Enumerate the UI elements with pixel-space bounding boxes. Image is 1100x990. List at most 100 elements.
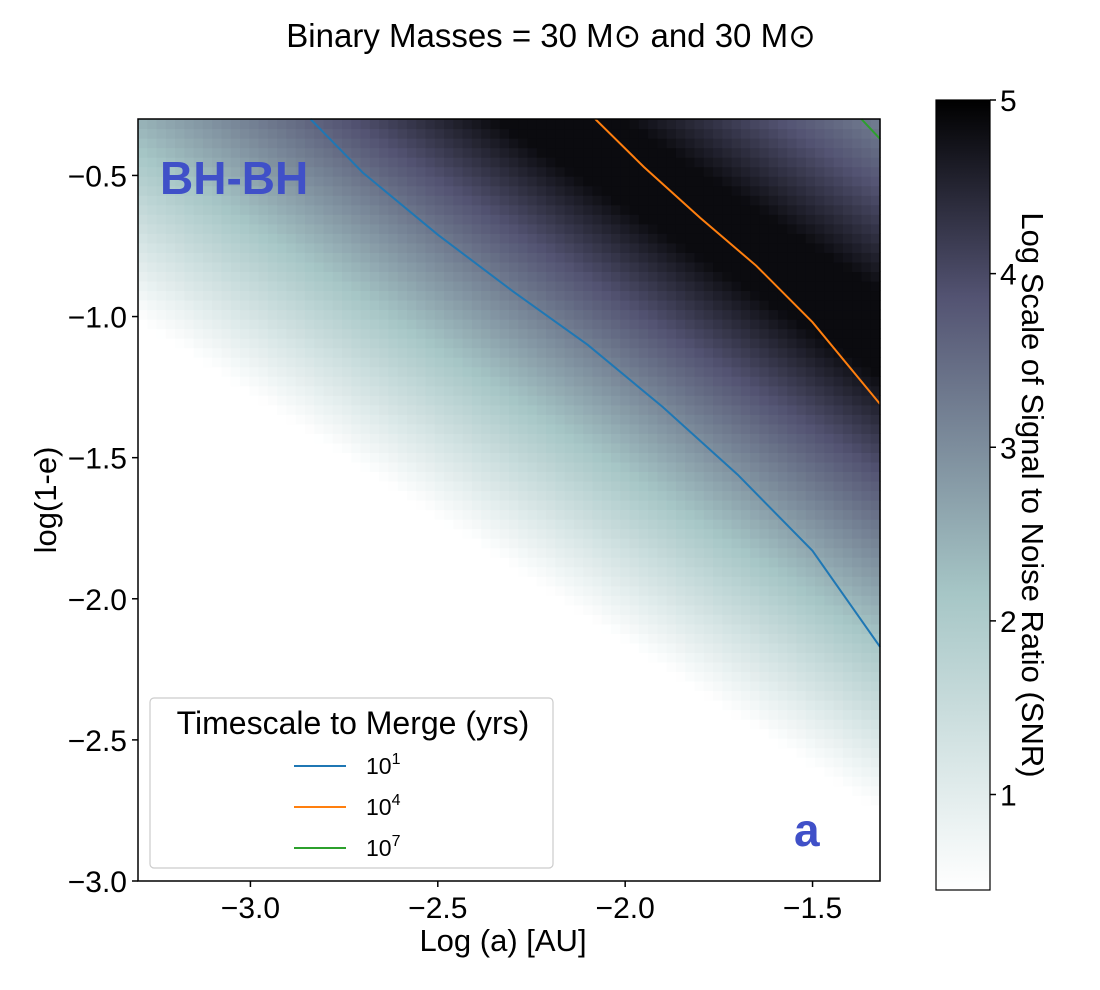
heatmap-cell [193, 671, 204, 682]
heatmap-cell [694, 642, 705, 653]
heatmap-cell [304, 614, 315, 625]
heatmap-cell [453, 680, 464, 692]
heatmap-cell [323, 176, 334, 187]
heatmap-cell [629, 185, 640, 196]
heatmap-cell [499, 233, 510, 244]
heatmap-cell [657, 414, 668, 425]
heatmap-cell [685, 128, 696, 139]
heatmap-cell [703, 747, 714, 758]
heatmap-cell [638, 814, 649, 825]
heatmap-cell [193, 595, 204, 606]
heatmap-cell [425, 204, 436, 215]
heatmap-cell [369, 642, 380, 653]
heatmap-cell [629, 195, 640, 206]
heatmap-cell [611, 642, 621, 653]
heatmap-cell [481, 385, 492, 396]
heatmap-cell [638, 299, 649, 311]
heatmap-cell [685, 347, 696, 358]
heatmap-cell [685, 642, 696, 653]
heatmap-cell [518, 480, 529, 492]
heatmap-cell [592, 500, 603, 511]
heatmap-cell [666, 214, 677, 225]
heatmap-cell [620, 547, 631, 558]
heatmap-cell [314, 338, 325, 349]
heatmap-cell [620, 309, 631, 320]
heatmap-cell [304, 471, 315, 482]
heatmap-cell [638, 700, 649, 711]
heatmap-cell [601, 776, 612, 787]
heatmap-cell [666, 461, 677, 473]
heatmap-cell [323, 233, 334, 244]
heatmap-cell [675, 833, 686, 844]
heatmap-cell [471, 528, 482, 539]
heatmap-cell [175, 461, 185, 473]
heatmap-cell [342, 299, 352, 311]
heatmap-cell [601, 804, 612, 815]
heatmap-cell [230, 404, 241, 415]
heatmap-cell [147, 566, 158, 577]
heatmap-cell [388, 595, 399, 606]
heatmap-cell [694, 585, 705, 596]
heatmap-cell [666, 595, 677, 606]
heatmap-cell [490, 433, 501, 444]
heatmap-cell [240, 271, 250, 282]
heatmap-cell [546, 185, 556, 196]
heatmap-cell [147, 557, 158, 568]
heatmap-cell [657, 728, 668, 739]
heatmap-cell [295, 652, 306, 663]
heatmap-cell [434, 128, 445, 139]
heatmap-cell [536, 595, 547, 606]
heatmap-cell [592, 147, 603, 158]
heatmap-cell [240, 490, 250, 501]
heatmap-cell [536, 480, 547, 492]
heatmap-cell [138, 271, 148, 282]
heatmap-cell [666, 690, 677, 701]
heatmap-cell [666, 861, 677, 873]
heatmap-cell [212, 366, 223, 377]
heatmap-cell [277, 271, 287, 282]
heatmap-cell [620, 319, 631, 330]
heatmap-cell [258, 385, 269, 396]
heatmap-cell [314, 490, 325, 501]
heatmap-cell [304, 328, 315, 339]
heatmap-cell [360, 290, 371, 301]
heatmap-cell [388, 500, 399, 511]
heatmap-cell [406, 595, 417, 606]
heatmap-cell [314, 166, 325, 177]
heatmap-cell [406, 376, 417, 387]
heatmap-cell [295, 585, 306, 596]
heatmap-cell [462, 680, 473, 692]
heatmap-cell [657, 204, 668, 215]
heatmap-cell [360, 433, 371, 444]
heatmap-cell [379, 338, 390, 349]
heatmap-cell [342, 690, 352, 701]
heatmap-cell [193, 585, 204, 596]
heatmap-cell [286, 299, 297, 311]
heatmap-cell [184, 500, 195, 511]
heatmap-cell [304, 385, 315, 396]
heatmap-cell [184, 366, 195, 377]
heatmap-cell [555, 509, 566, 520]
heatmap-cell [258, 376, 269, 387]
heatmap-cell [295, 195, 306, 206]
heatmap-cell [351, 661, 362, 673]
heatmap-cell [230, 414, 241, 425]
heatmap-cell [147, 128, 158, 139]
heatmap-cell [611, 442, 621, 453]
heatmap-cell [295, 614, 306, 625]
heatmap-cell [351, 557, 362, 568]
heatmap-cell [657, 519, 668, 530]
heatmap-cell [657, 271, 668, 282]
heatmap-cell [212, 147, 223, 158]
heatmap-cell [453, 557, 464, 568]
heatmap-cell [332, 671, 343, 682]
heatmap-cell [629, 719, 640, 730]
heatmap-cell [230, 547, 241, 558]
heatmap-cell [425, 290, 436, 301]
heatmap-cell [601, 423, 612, 434]
heatmap-cell [332, 566, 343, 577]
heatmap-cell [425, 490, 436, 501]
heatmap-cell [360, 614, 371, 625]
heatmap-cell [490, 538, 501, 549]
heatmap-cell [397, 642, 408, 653]
